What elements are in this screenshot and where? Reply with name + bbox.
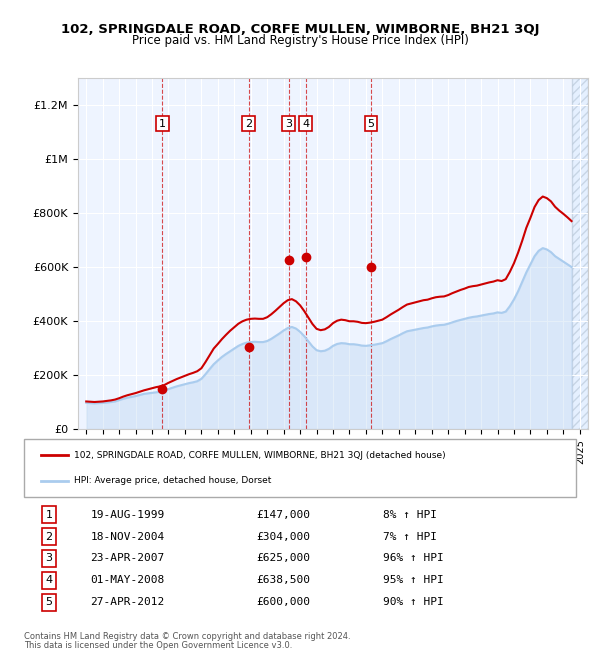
Text: 2: 2 — [245, 119, 253, 129]
Text: 27-APR-2012: 27-APR-2012 — [90, 597, 164, 607]
Text: 90% ↑ HPI: 90% ↑ HPI — [383, 597, 443, 607]
Text: £638,500: £638,500 — [256, 575, 310, 586]
Text: 95% ↑ HPI: 95% ↑ HPI — [383, 575, 443, 586]
Text: 23-APR-2007: 23-APR-2007 — [90, 553, 164, 564]
Text: 5: 5 — [46, 597, 52, 607]
Text: This data is licensed under the Open Government Licence v3.0.: This data is licensed under the Open Gov… — [24, 641, 292, 650]
Text: 102, SPRINGDALE ROAD, CORFE MULLEN, WIMBORNE, BH21 3QJ (detached house): 102, SPRINGDALE ROAD, CORFE MULLEN, WIMB… — [74, 450, 445, 460]
FancyBboxPatch shape — [24, 439, 576, 497]
Text: 2: 2 — [45, 532, 52, 541]
Text: 8% ↑ HPI: 8% ↑ HPI — [383, 510, 437, 520]
Text: £304,000: £304,000 — [256, 532, 310, 541]
Text: 3: 3 — [285, 119, 292, 129]
Text: 102, SPRINGDALE ROAD, CORFE MULLEN, WIMBORNE, BH21 3QJ: 102, SPRINGDALE ROAD, CORFE MULLEN, WIMB… — [61, 23, 539, 36]
Text: 01-MAY-2008: 01-MAY-2008 — [90, 575, 164, 586]
Text: 1: 1 — [159, 119, 166, 129]
Text: £147,000: £147,000 — [256, 510, 310, 520]
Text: £600,000: £600,000 — [256, 597, 310, 607]
Text: £625,000: £625,000 — [256, 553, 310, 564]
Text: 5: 5 — [368, 119, 374, 129]
Text: Price paid vs. HM Land Registry's House Price Index (HPI): Price paid vs. HM Land Registry's House … — [131, 34, 469, 47]
Text: Contains HM Land Registry data © Crown copyright and database right 2024.: Contains HM Land Registry data © Crown c… — [24, 632, 350, 641]
Text: 19-AUG-1999: 19-AUG-1999 — [90, 510, 164, 520]
Text: 4: 4 — [302, 119, 309, 129]
Text: 96% ↑ HPI: 96% ↑ HPI — [383, 553, 443, 564]
Text: 3: 3 — [46, 553, 52, 564]
Text: HPI: Average price, detached house, Dorset: HPI: Average price, detached house, Dors… — [74, 476, 271, 486]
Text: 7% ↑ HPI: 7% ↑ HPI — [383, 532, 437, 541]
Text: 4: 4 — [45, 575, 52, 586]
Text: 1: 1 — [46, 510, 52, 520]
Text: 18-NOV-2004: 18-NOV-2004 — [90, 532, 164, 541]
